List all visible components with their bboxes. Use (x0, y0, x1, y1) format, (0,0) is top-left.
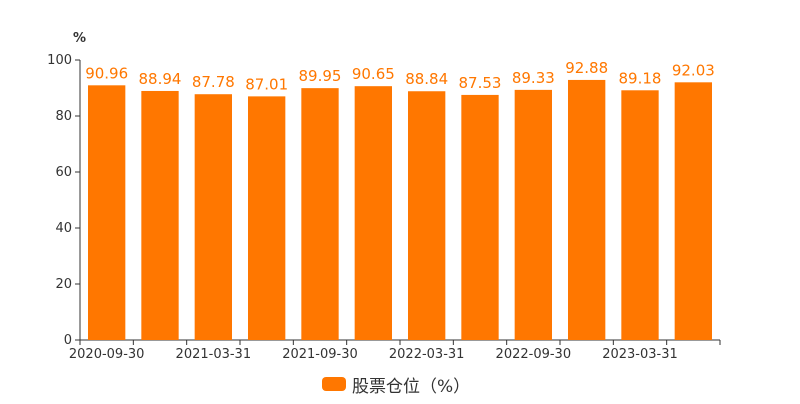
bar-value-label: 87.01 (245, 75, 288, 93)
bar-value-label: 92.03 (672, 61, 715, 79)
bar-value-label: 87.78 (192, 73, 235, 91)
bar (568, 79, 606, 340)
y-tick-label: 20 (55, 277, 72, 292)
bar-value-label: 90.96 (85, 64, 128, 82)
y-axis-unit-label: % (73, 31, 86, 46)
x-tick-label: 2022-03-31 (389, 347, 465, 362)
y-tick-label: 60 (55, 165, 72, 180)
bar-value-label: 90.65 (352, 65, 395, 83)
x-tick-label: 2020-09-30 (69, 347, 145, 362)
bar-value-label: 88.84 (405, 70, 448, 88)
y-tick-label: 80 (55, 109, 72, 124)
x-axis: 2020-09-30 2021-03-31 2021-09-30 2022-03-31… (69, 339, 721, 362)
y-tick-label: 0 (64, 333, 72, 348)
x-tick-label: 2022-09-30 (496, 347, 572, 362)
x-tick-label: 2021-09-30 (282, 347, 358, 362)
bar-value-label: 87.53 (459, 74, 502, 92)
bar (514, 89, 552, 340)
legend-label: 股票仓位（%） (352, 376, 471, 397)
bar (621, 90, 659, 341)
y-tick-label: 100 (47, 53, 72, 68)
bar-value-label: 89.33 (512, 69, 555, 87)
bar (194, 94, 232, 340)
y-tick-label: 40 (55, 221, 72, 236)
legend[interactable]: 股票仓位（%） (322, 372, 471, 397)
bar (301, 88, 339, 340)
bar-value-label: 92.88 (565, 59, 608, 77)
data-labels: 90.96 88.94 87.78 87.01 89.95 90.65 88.84 87.53… (85, 59, 715, 93)
bar (88, 85, 126, 340)
bar (248, 96, 286, 340)
bar (674, 82, 712, 340)
y-axis: 0 20 40 60 80 100 (47, 53, 81, 348)
bar (461, 94, 499, 340)
bar (354, 86, 392, 341)
x-tick-label: 2021-03-31 (176, 347, 252, 362)
bar-value-label: 88.94 (139, 70, 182, 88)
legend-swatch (322, 377, 346, 391)
x-tick-label: 2023-03-31 (602, 347, 678, 362)
bar-series (88, 79, 712, 341)
bar-value-label: 89.95 (299, 67, 342, 85)
bar (408, 91, 446, 340)
bar-value-label: 89.18 (619, 69, 662, 87)
bar (141, 90, 179, 340)
